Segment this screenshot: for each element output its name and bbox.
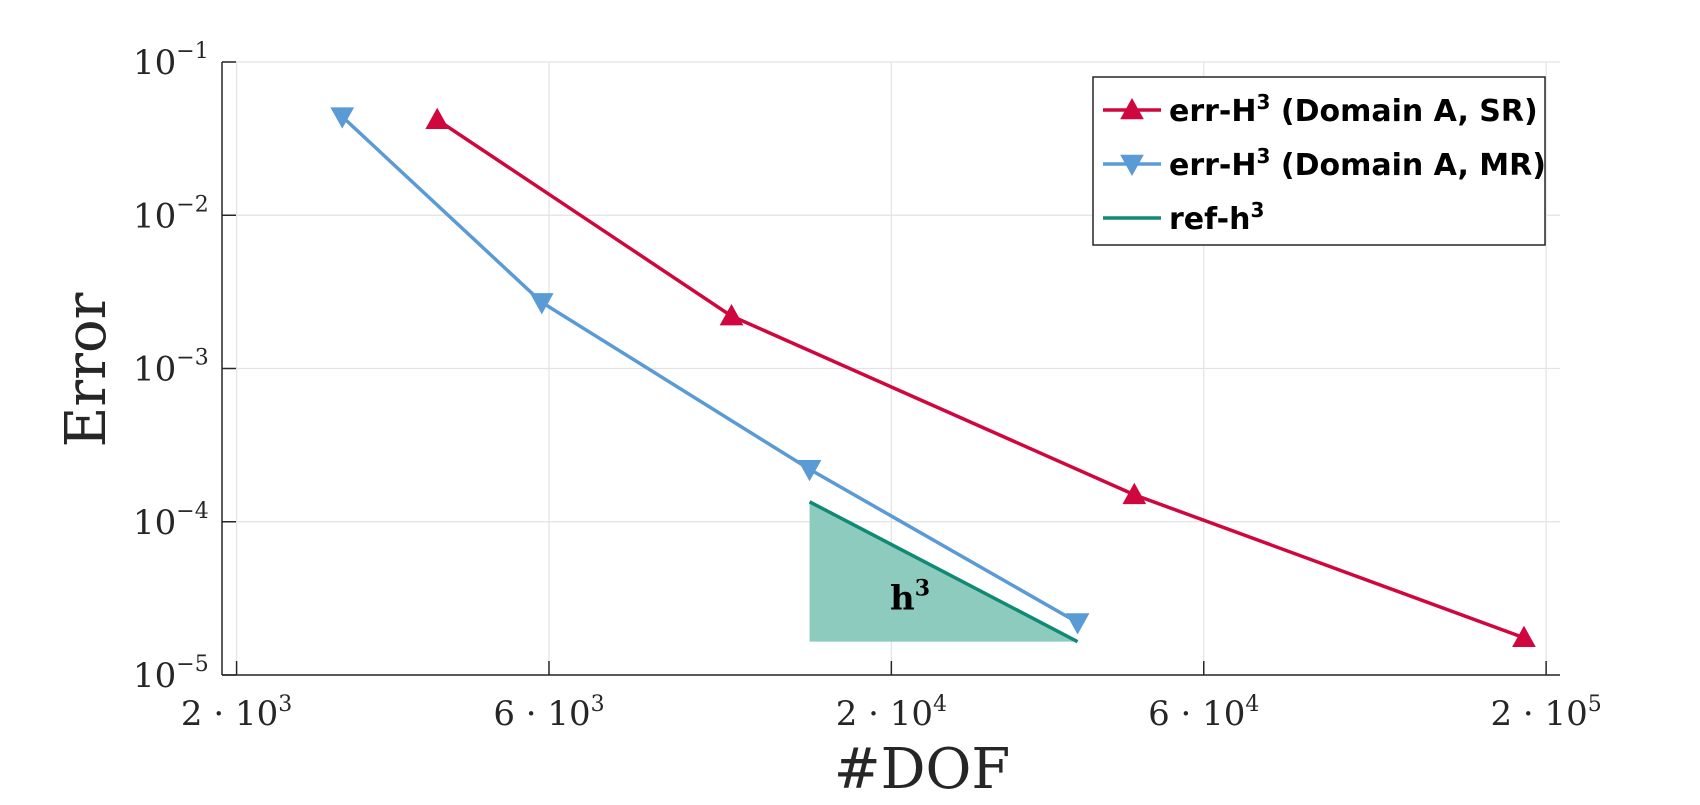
x-tick-label-3: 6 · 104 <box>1148 692 1259 734</box>
series-1-point-3 <box>1065 613 1090 635</box>
series-line-0 <box>436 118 1525 640</box>
legend-marker-1 <box>1120 154 1144 177</box>
legend-label-2: ref-h3 <box>1169 198 1264 237</box>
series-0-point-1 <box>719 303 744 326</box>
axes-layer: 2 · 103 6 · 103 2 · 104 6 · 104 2 · 105 10−5 1… <box>133 39 1602 734</box>
reference-triangle-layer: h3 <box>808 500 1079 644</box>
series-0 <box>425 107 1536 648</box>
reference-triangle-label: h3 <box>890 576 930 619</box>
series-1-point-2 <box>797 459 822 482</box>
legend-marker-0 <box>1120 97 1144 120</box>
series-1-point-1 <box>529 293 554 315</box>
y-tick-label-0: 10−5 <box>133 652 209 696</box>
y-tick-label-1: 10−4 <box>133 499 209 543</box>
y-axis-title: Error <box>54 292 119 447</box>
y-tick-label-3: 10−2 <box>133 192 209 236</box>
y-tick-label-2: 10−3 <box>133 346 209 390</box>
x-tick-label-0: 2 · 103 <box>181 692 292 734</box>
x-tick-label-4: 2 · 105 <box>1490 692 1601 734</box>
legend: err-H3 (Domain A, SR) err-H3 (Domain A, M… <box>1092 76 1546 246</box>
series-line-1 <box>341 115 1079 625</box>
x-axis-title: #DOF <box>834 737 1011 800</box>
series-1-point-0 <box>330 107 355 129</box>
series-0-point-0 <box>425 107 450 130</box>
x-tick-label-1: 6 · 103 <box>493 692 604 734</box>
legend-label-0: err-H3 (Domain A, SR) <box>1169 90 1538 129</box>
legend-box <box>1092 76 1546 246</box>
series-layer <box>330 107 1536 648</box>
series-0-point-2 <box>1122 482 1147 505</box>
legend-label-1: err-H3 (Domain A, MR) <box>1169 144 1546 183</box>
series-1 <box>330 107 1090 635</box>
y-tick-label-4: 10−1 <box>133 39 209 83</box>
reference-line <box>808 500 1079 644</box>
x-tick-label-2: 2 · 104 <box>836 692 947 734</box>
series-0-point-3 <box>1512 625 1536 648</box>
